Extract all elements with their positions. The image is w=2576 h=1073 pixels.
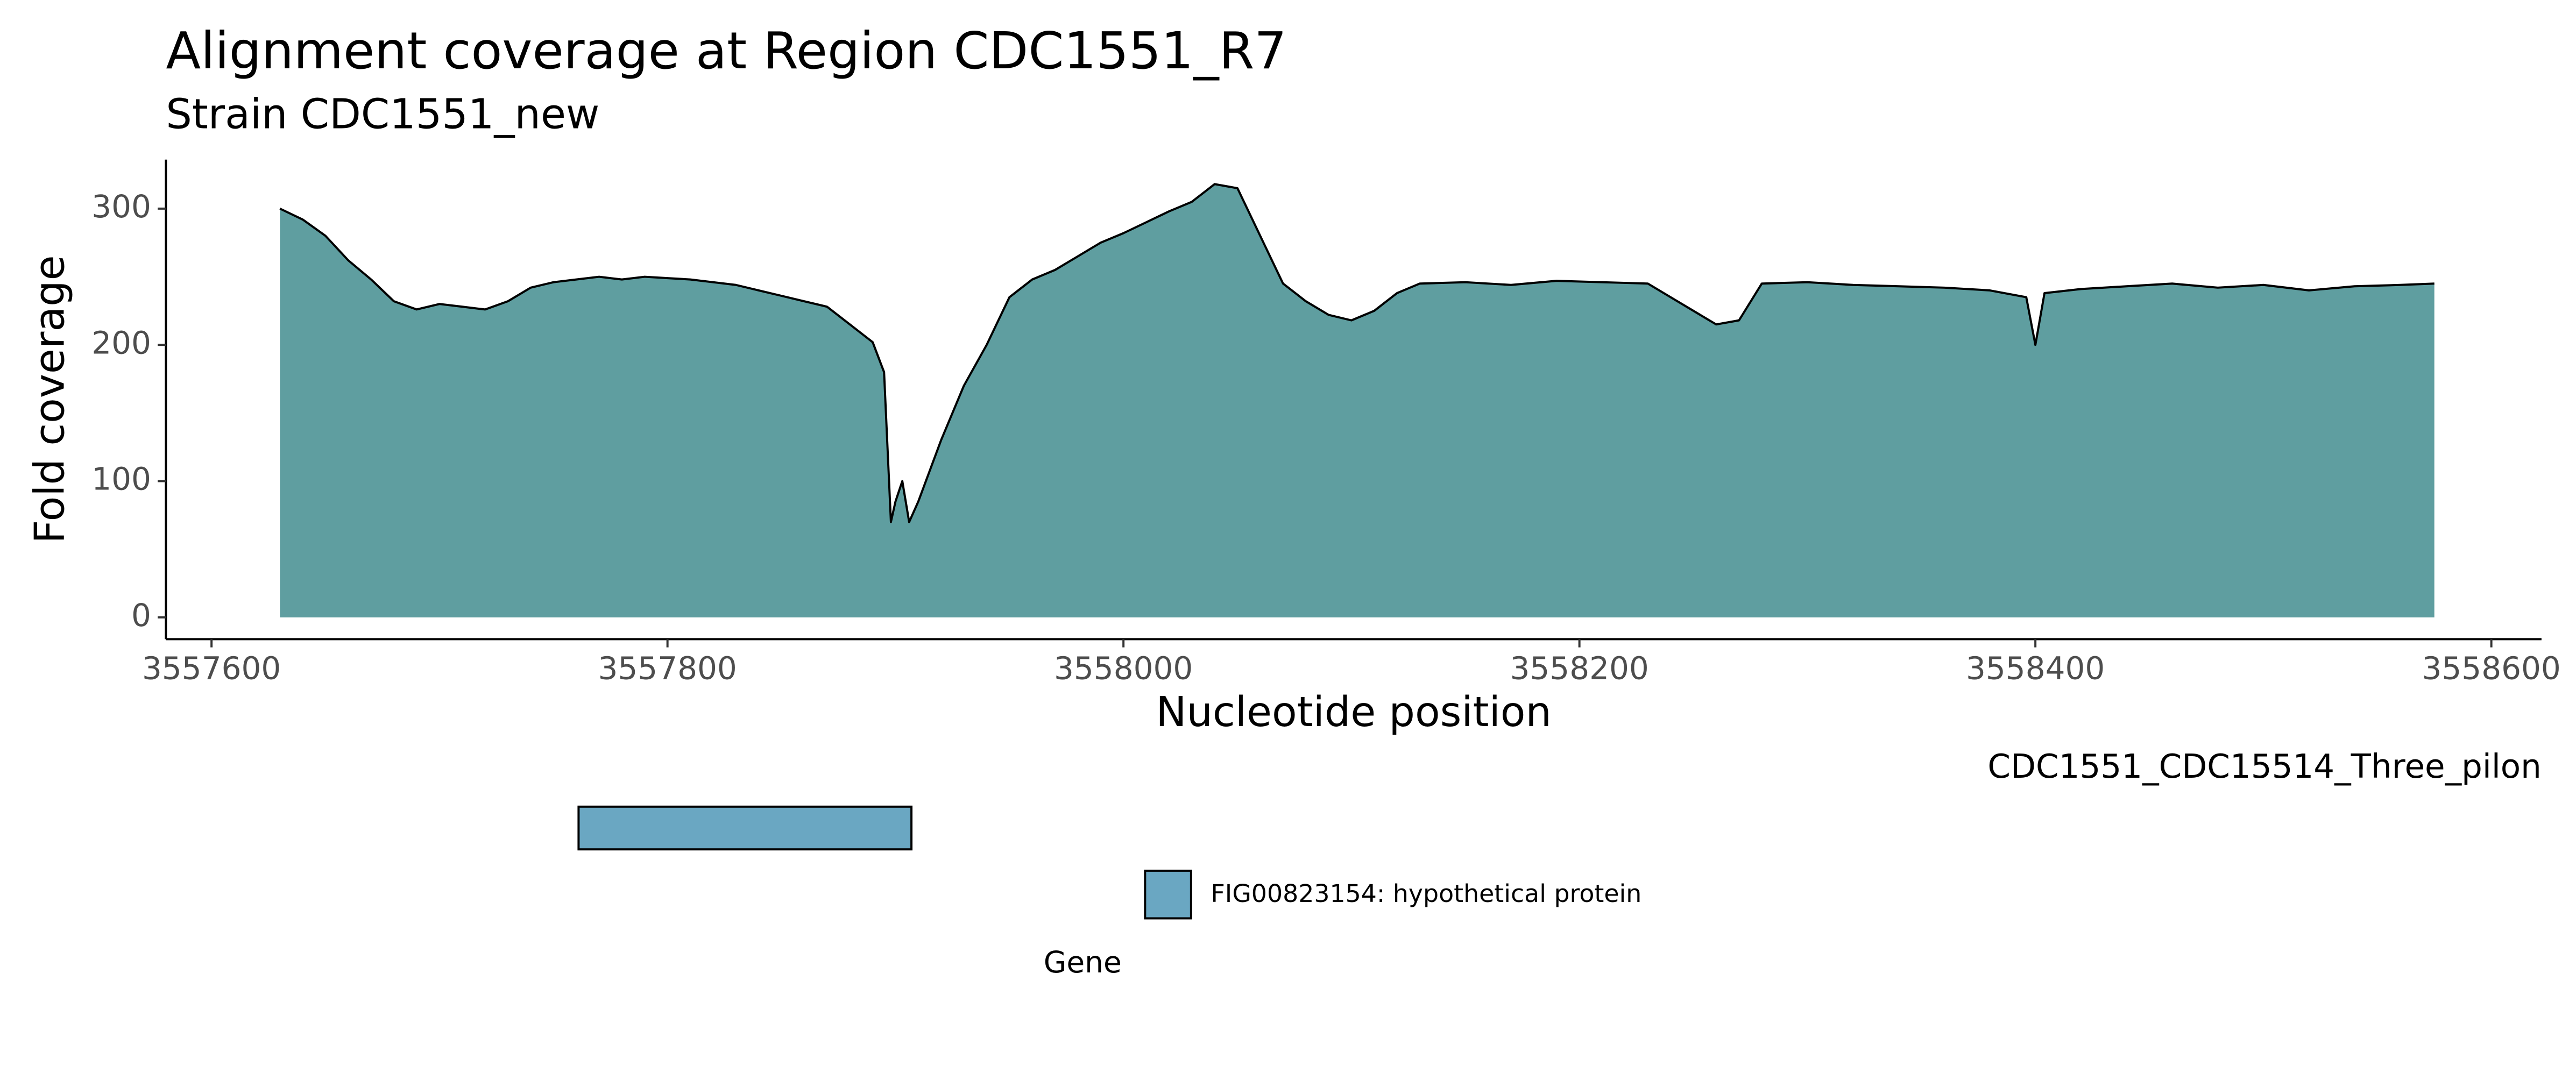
x-tick-label: 3558600 <box>2422 650 2560 686</box>
coverage-area <box>280 184 2435 617</box>
y-tick-label: 200 <box>91 324 151 361</box>
y-axis-title: Fold coverage <box>26 255 74 543</box>
legend-title: Gene <box>1044 945 1122 979</box>
legend-key <box>1144 869 1192 920</box>
x-tick-label: 3558400 <box>1966 650 2105 686</box>
gene-box <box>577 805 913 851</box>
x-tick-label: 3558200 <box>1510 650 1648 686</box>
chart-subtitle: Strain CDC1551_new <box>166 90 599 138</box>
y-tick-label: 300 <box>91 188 151 225</box>
chart-title: Alignment coverage at Region CDC1551_R7 <box>166 22 1286 81</box>
y-tick-label: 0 <box>131 597 151 634</box>
coverage-line <box>279 183 2435 523</box>
legend-label: FIG00823154: hypothetical protein <box>1211 879 1641 908</box>
x-axis-title: Nucleotide position <box>1156 688 1551 736</box>
x-tick-label: 3557800 <box>598 650 737 686</box>
facet-label: CDC1551_CDC15514_Three_pilon <box>1987 748 2541 786</box>
x-tick-label: 3557600 <box>142 650 281 686</box>
x-tick-label: 3558000 <box>1054 650 1193 686</box>
y-tick-label: 100 <box>91 461 151 498</box>
